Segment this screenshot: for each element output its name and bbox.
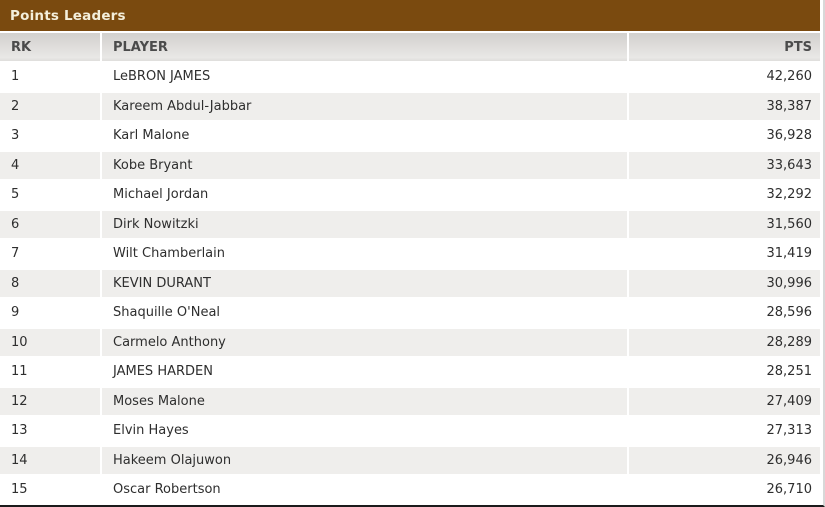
rank-cell: 1: [0, 63, 100, 91]
table-row: 14 Hakeem Olajuwon 26,946: [0, 446, 820, 474]
rank-cell: 3: [0, 122, 100, 150]
player-name-cell: Oscar Robertson: [102, 476, 627, 504]
player-name-cell: JAMES HARDEN: [102, 358, 627, 386]
player-name-cell: Shaquille O'Neal: [102, 299, 627, 327]
widget-title: Points Leaders: [10, 7, 126, 24]
table-body: 1 LeBRON JAMES 42,260 2 Kareem Abdul-Jab…: [0, 63, 820, 504]
points-cell: 27,313: [629, 417, 820, 445]
rank-cell: 13: [0, 417, 100, 445]
points-cell: 26,710: [629, 476, 820, 504]
player-name-cell: Kobe Bryant: [102, 151, 627, 179]
rank-cell: 2: [0, 92, 100, 120]
points-cell: 33,643: [629, 151, 820, 179]
player-name-cell: Moses Malone: [102, 387, 627, 415]
column-header-player: PLAYER: [102, 33, 627, 61]
table-row: 9 Shaquille O'Neal 28,596: [0, 299, 820, 327]
table-row: 2 Kareem Abdul-Jabbar 38,387: [0, 92, 820, 120]
player-name-cell: LeBRON JAMES: [102, 63, 627, 91]
points-cell: 42,260: [629, 63, 820, 91]
table-row: 6 Dirk Nowitzki 31,560: [0, 210, 820, 238]
rank-cell: 9: [0, 299, 100, 327]
table-row: 10 Carmelo Anthony 28,289: [0, 328, 820, 356]
points-cell: 26,946: [629, 446, 820, 474]
table-row: 13 Elvin Hayes 27,313: [0, 417, 820, 445]
table-row: 4 Kobe Bryant 33,643: [0, 151, 820, 179]
points-cell: 38,387: [629, 92, 820, 120]
player-name-cell: Michael Jordan: [102, 181, 627, 209]
points-cell: 31,419: [629, 240, 820, 268]
points-cell: 36,928: [629, 122, 820, 150]
player-name-cell: Kareem Abdul-Jabbar: [102, 92, 627, 120]
player-name-cell: Karl Malone: [102, 122, 627, 150]
column-header-points: PTS: [629, 33, 820, 61]
table-row: 15 Oscar Robertson 26,710: [0, 476, 820, 504]
points-cell: 32,292: [629, 181, 820, 209]
points-cell: 28,251: [629, 358, 820, 386]
table-row: 12 Moses Malone 27,409: [0, 387, 820, 415]
rank-cell: 11: [0, 358, 100, 386]
widget-title-bar: Points Leaders: [0, 0, 820, 31]
rank-cell: 7: [0, 240, 100, 268]
table-row: 8 KEVIN DURANT 30,996: [0, 269, 820, 297]
points-cell: 27,409: [629, 387, 820, 415]
column-header-rank: RK: [0, 33, 100, 61]
player-name-cell: Carmelo Anthony: [102, 328, 627, 356]
table-row: 3 Karl Malone 36,928: [0, 122, 820, 150]
player-name-cell: Hakeem Olajuwon: [102, 446, 627, 474]
points-cell: 31,560: [629, 210, 820, 238]
table-row: 1 LeBRON JAMES 42,260: [0, 63, 820, 91]
player-name-cell: Elvin Hayes: [102, 417, 627, 445]
rank-cell: 12: [0, 387, 100, 415]
table-row: 11 JAMES HARDEN 28,251: [0, 358, 820, 386]
player-name-cell: Wilt Chamberlain: [102, 240, 627, 268]
rank-cell: 15: [0, 476, 100, 504]
rank-cell: 10: [0, 328, 100, 356]
table-row: 5 Michael Jordan 32,292: [0, 181, 820, 209]
table-header-row: RK PLAYER PTS: [0, 33, 820, 61]
rank-cell: 4: [0, 151, 100, 179]
rank-cell: 6: [0, 210, 100, 238]
points-cell: 28,596: [629, 299, 820, 327]
player-name-cell: Dirk Nowitzki: [102, 210, 627, 238]
points-cell: 28,289: [629, 328, 820, 356]
player-name-cell: KEVIN DURANT: [102, 269, 627, 297]
rank-cell: 8: [0, 269, 100, 297]
points-cell: 30,996: [629, 269, 820, 297]
rank-cell: 14: [0, 446, 100, 474]
table-row: 7 Wilt Chamberlain 31,419: [0, 240, 820, 268]
rank-cell: 5: [0, 181, 100, 209]
